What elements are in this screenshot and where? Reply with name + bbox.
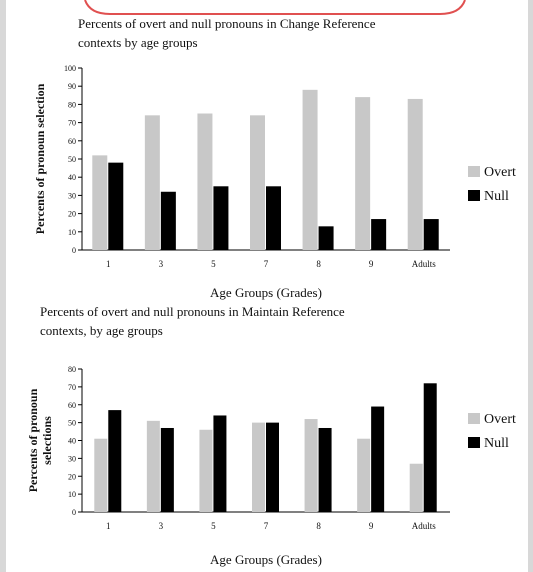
y-tick-label: 80 [68, 365, 76, 374]
chart-title: contexts by age groups [78, 35, 198, 50]
chart-title: Percents of overt and null pronouns in C… [78, 16, 376, 31]
y-tick-label: 60 [68, 137, 76, 146]
legend-label-overt: Overt [484, 412, 516, 427]
chart-maintain-reference: Percents of overt and null pronouns in M… [26, 304, 516, 567]
y-tick-label: 20 [68, 472, 76, 481]
y-tick-label: 70 [68, 383, 76, 392]
x-tick-label: Adults [412, 521, 437, 531]
bar-null [266, 186, 281, 250]
y-tick-label: 20 [68, 210, 76, 219]
bar-null [371, 219, 387, 250]
x-axis-label: Age Groups (Grades) [210, 285, 322, 300]
bar-null [423, 383, 437, 512]
bar-overt [146, 420, 160, 512]
y-tick-label: 0 [72, 246, 76, 255]
legend-swatch-overt [468, 413, 480, 424]
x-tick-label: 7 [264, 521, 269, 531]
bar-overt [92, 155, 108, 250]
bar-overt [250, 115, 265, 250]
bar-overt [357, 438, 371, 512]
x-axis-label: Age Groups (Grades) [210, 552, 322, 567]
y-axis-label: Percents of pronounselections [26, 388, 54, 492]
bar-overt [355, 97, 371, 251]
y-tick-label: 50 [68, 155, 76, 164]
y-tick-label: 90 [68, 82, 76, 91]
legend-swatch-null [468, 190, 480, 201]
bar-null [423, 219, 439, 250]
y-axis-label-line: selections [40, 416, 54, 465]
chart-title: Percents of overt and null pronouns in M… [40, 304, 345, 319]
x-tick-label: 3 [159, 259, 164, 269]
y-axis-label: Percents of pronoun selection [33, 83, 47, 234]
x-tick-label: 3 [159, 521, 164, 531]
x-tick-label: 1 [106, 521, 111, 531]
x-tick-label: 1 [106, 259, 111, 269]
legend-swatch-null [468, 437, 480, 448]
bar-null [266, 422, 279, 512]
y-tick-label: 10 [68, 490, 76, 499]
bar-null [160, 191, 176, 250]
bar-null [213, 415, 227, 512]
y-tick-label: 50 [68, 419, 76, 428]
bar-overt [409, 463, 423, 512]
decorative-arc [84, 0, 466, 15]
bar-overt [144, 115, 160, 250]
x-tick-label: 5 [211, 259, 216, 269]
y-tick-label: 80 [68, 100, 76, 109]
y-tick-label: 30 [68, 191, 76, 200]
y-tick-label: 40 [68, 437, 76, 446]
bar-overt [199, 429, 213, 512]
x-tick-label: 8 [316, 259, 321, 269]
y-axis-label-line: Percents of pronoun [26, 388, 40, 492]
legend-label-overt: Overt [484, 165, 516, 180]
bar-overt [304, 419, 318, 512]
legend-label-null: Null [484, 436, 509, 451]
bar-overt [94, 438, 108, 512]
bar-null [108, 162, 124, 250]
y-tick-label: 40 [68, 173, 76, 182]
y-tick-label: 60 [68, 401, 76, 410]
bar-null [213, 186, 229, 250]
bar-overt [407, 98, 423, 250]
bar-overt [252, 422, 265, 512]
chart-title: contexts, by age groups [40, 323, 163, 338]
y-tick-label: 0 [72, 508, 76, 517]
chart-change-reference: Percents of overt and null pronouns in C… [33, 16, 516, 300]
legend-swatch-overt [468, 166, 480, 177]
x-tick-label: Adults [412, 259, 437, 269]
bar-overt [302, 89, 318, 250]
y-tick-label: 70 [68, 119, 76, 128]
bar-null [371, 406, 385, 512]
bar-overt [197, 113, 213, 250]
x-tick-label: 7 [264, 259, 269, 269]
x-tick-label: 5 [211, 521, 216, 531]
y-axis-label-line: Percents of pronoun selection [33, 83, 47, 234]
x-tick-label: 9 [369, 259, 374, 269]
y-tick-label: 30 [68, 454, 76, 463]
bar-null [160, 427, 174, 512]
bar-null [318, 226, 334, 250]
x-tick-label: 8 [316, 521, 321, 531]
y-tick-label: 100 [64, 64, 76, 73]
bar-null [318, 427, 332, 512]
legend-label-null: Null [484, 189, 509, 204]
y-tick-label: 10 [68, 228, 76, 237]
x-tick-label: 9 [369, 521, 374, 531]
bar-null [108, 410, 122, 512]
